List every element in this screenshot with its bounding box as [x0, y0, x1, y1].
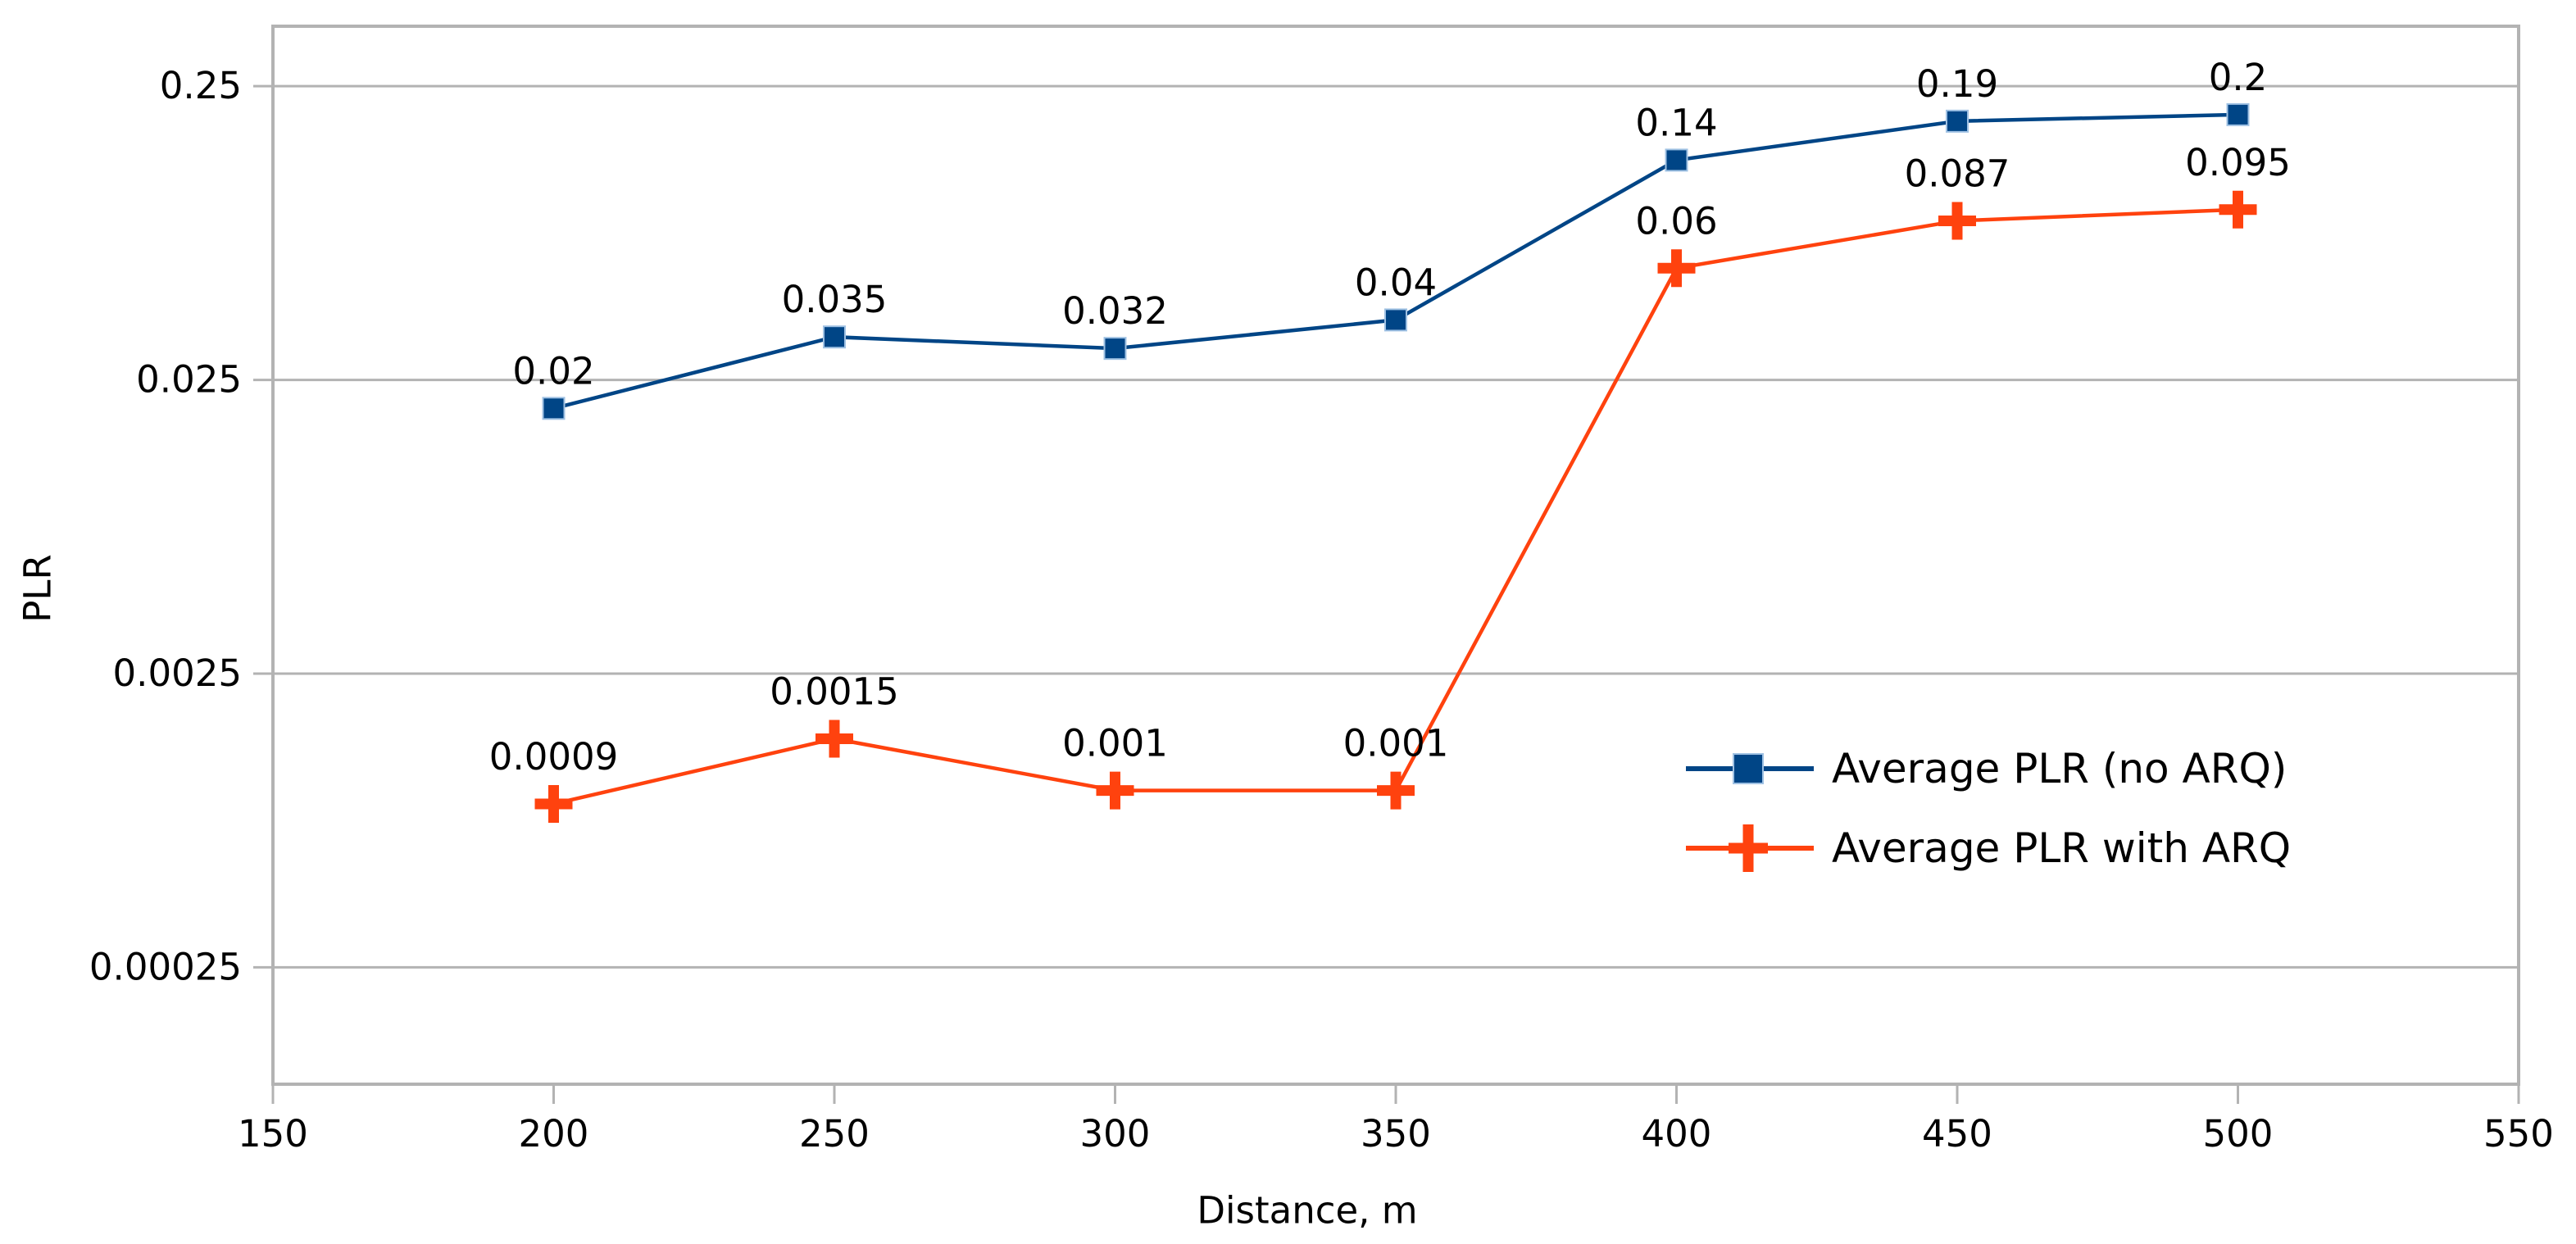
x-tick-label-200: 200: [519, 1112, 589, 1155]
y-axis-title: PLR: [16, 554, 60, 623]
marker-average-plr-no-arq-500: [2226, 102, 2250, 126]
legend-label-with-arq: Average PLR with ARQ: [1832, 824, 2292, 872]
y-tick-label-0-00025: 0.00025: [89, 945, 242, 988]
legend-square: [1733, 753, 1764, 784]
data-label-average-plr-no-arq-350: 0.04: [1355, 261, 1437, 304]
y-tick-label-0-0025: 0.0025: [113, 652, 242, 695]
legend-item-average-plr-no-arq: Average PLR (no ARQ): [1684, 742, 2291, 795]
plot-border: [271, 25, 2520, 1086]
y-tick-label-0-025: 0.025: [136, 358, 242, 402]
data-label-average-plr-with-arq-350: 0.001: [1343, 722, 1449, 765]
x-tick-label-250: 250: [799, 1112, 870, 1155]
legend-label-no-arq: Average PLR (no ARQ): [1832, 745, 2288, 792]
marker-average-plr-no-arq-350: [1384, 308, 1407, 332]
data-label-average-plr-no-arq-200: 0.02: [512, 349, 594, 393]
marker-average-plr-with-arq-450: [1938, 202, 1976, 240]
legend-plus-marker-icon: [1686, 824, 1814, 872]
x-tick-label-550: 550: [2483, 1112, 2554, 1155]
data-label-average-plr-no-arq-250: 0.035: [782, 278, 888, 321]
marker-average-plr-no-arq-200: [542, 397, 566, 420]
data-label-average-plr-with-arq-450: 0.087: [1905, 152, 2010, 195]
marker-average-plr-with-arq-250: [816, 720, 853, 758]
marker-average-plr-with-arq-200: [534, 784, 573, 823]
marker-average-plr-with-arq-300: [1096, 771, 1134, 810]
x-tick-label-400: 400: [1642, 1112, 1712, 1155]
data-label-average-plr-no-arq-400: 0.14: [1635, 101, 1717, 144]
data-label-average-plr-with-arq-200: 0.0009: [489, 735, 618, 779]
legend-square-marker-icon: [1686, 753, 1814, 784]
marker-average-plr-with-arq-400: [1657, 249, 1696, 288]
data-label-average-plr-with-arq-300: 0.001: [1062, 722, 1168, 765]
data-label-average-plr-no-arq-450: 0.19: [1916, 62, 1998, 106]
legend: Average PLR (no ARQ) Average PLR with AR…: [1684, 742, 2291, 874]
data-label-average-plr-with-arq-400: 0.06: [1635, 199, 1717, 243]
x-tick-label-450: 450: [1922, 1112, 1992, 1155]
marker-average-plr-no-arq-300: [1103, 337, 1127, 361]
data-label-average-plr-no-arq-500: 0.2: [2209, 56, 2268, 99]
x-axis-title: Distance, m: [1197, 1188, 1418, 1233]
x-tick-label-150: 150: [238, 1112, 308, 1155]
marker-average-plr-with-arq-500: [2219, 190, 2257, 229]
x-tick-label-300: 300: [1080, 1112, 1151, 1155]
y-tick-label-0-25: 0.25: [160, 64, 242, 107]
marker-average-plr-no-arq-250: [823, 325, 846, 349]
data-label-average-plr-no-arq-300: 0.032: [1062, 289, 1168, 333]
legend-item-average-plr-with-arq: Average PLR with ARQ: [1684, 822, 2291, 874]
x-tick-label-500: 500: [2203, 1112, 2274, 1155]
data-label-average-plr-with-arq-250: 0.0015: [770, 670, 898, 713]
data-label-average-plr-with-arq-500: 0.095: [2185, 141, 2291, 184]
marker-average-plr-no-arq-400: [1665, 148, 1688, 172]
marker-average-plr-no-arq-450: [1946, 109, 1969, 133]
x-tick-label-350: 350: [1361, 1112, 1431, 1155]
marker-average-plr-with-arq-350: [1377, 771, 1415, 810]
